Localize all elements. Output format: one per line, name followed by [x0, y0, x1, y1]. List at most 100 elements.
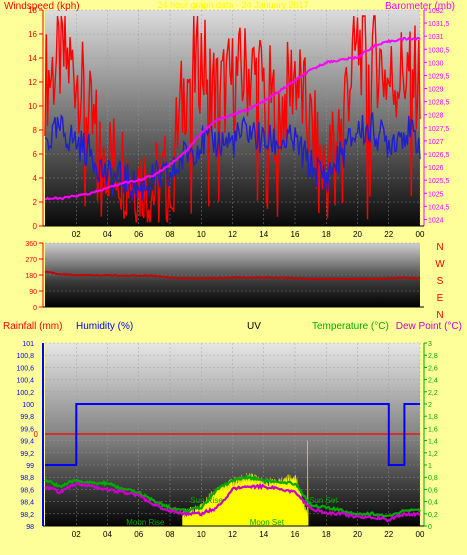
compass-label: N [436, 310, 443, 321]
weather-x-tick: 18 [322, 530, 331, 539]
direction-y-tick: 360 [25, 241, 37, 248]
direction-y-tick: 90 [29, 289, 37, 296]
wind-series [44, 15, 421, 223]
temperature-y-tick: 1,2 [428, 451, 438, 458]
pressure-y-tick: 1027,5 [428, 126, 450, 133]
temperature-y-tick: 2,2 [428, 390, 438, 397]
temperature-y-tick: 2 [428, 402, 432, 409]
uv-axis-title: UV [247, 321, 261, 332]
wind-x-tick: 06 [134, 230, 143, 239]
weather-x-tick: 14 [259, 530, 268, 539]
moon-rise-label: Moon Rise [126, 518, 165, 527]
humidity-y-tick: 100 [22, 402, 34, 409]
dew-point-line [44, 481, 421, 523]
humidity-y-tick: 100,6 [16, 365, 34, 372]
temperature-y-tick: 1 [428, 463, 432, 470]
wind-x-tick: 10 [197, 230, 206, 239]
pressure-y-tick: 1030,5 [428, 47, 450, 54]
temperature-y-tick: 0,4 [428, 500, 438, 507]
temperature-y-tick: 0,6 [428, 487, 438, 494]
weather-x-tick: 06 [134, 530, 143, 539]
wind-x-tick: 20 [353, 230, 362, 239]
pressure-y-tick: 1031,5 [428, 21, 450, 28]
temperature-y-tick: 1,8 [428, 414, 438, 421]
wind-x-tick: 02 [72, 230, 81, 239]
humidity-axis-title: Humidity (%) [76, 321, 133, 332]
temperature-axis-title: Temperature (°C) [312, 321, 389, 332]
wind-y-tick: 10 [28, 102, 37, 111]
humidity-y-tick: 99,4 [20, 439, 34, 446]
humidity-y-tick: 99,6 [20, 426, 34, 433]
wind-x-tick: 12 [228, 230, 237, 239]
weather-x-tick: 08 [166, 530, 175, 539]
pressure-y-tick: 1024,5 [428, 204, 450, 211]
wind-x-tick: 08 [166, 230, 175, 239]
wind-y-tick: 16 [28, 30, 37, 39]
pressure-y-tick: 1032 [428, 8, 444, 15]
compass-label: W [435, 259, 445, 270]
temperature-y-tick: 0 [428, 524, 432, 531]
pressure-y-tick: 1026 [428, 165, 444, 172]
wind-x-tick: 18 [322, 230, 331, 239]
pressure-y-tick: 1030 [428, 60, 444, 67]
direction-y-tick: 180 [25, 273, 37, 280]
humidity-y-tick: 100,8 [16, 353, 34, 360]
humidity-y-tick: 98,6 [20, 487, 34, 494]
humidity-y-tick: 100,2 [16, 390, 34, 397]
wind-y-tick: 18 [28, 6, 37, 15]
direction-y-tick: 270 [25, 257, 37, 264]
wind-y-tick: 14 [28, 54, 37, 63]
wind-x-tick: 04 [103, 230, 112, 239]
wind-y-tick: 8 [33, 126, 38, 135]
compass-label: N [436, 242, 443, 253]
pressure-y-tick: 1029 [428, 87, 444, 94]
wind-direction-line [44, 270, 421, 281]
pressure-y-tick: 1029,5 [428, 73, 450, 80]
compass-label: E [437, 293, 444, 304]
wind-x-tick: 00 [416, 230, 425, 239]
weather-x-tick: 20 [353, 530, 362, 539]
humidity-y-tick: 99 [26, 463, 34, 470]
pressure-axis-title: Barometer (mb) [385, 1, 455, 12]
compass-label: S [437, 276, 444, 287]
weather-x-tick: 02 [72, 530, 81, 539]
humidity-y-tick: 98 [26, 524, 34, 531]
weather-tick-labels: 9898,298,498,698,89999,299,499,699,81001… [16, 341, 437, 539]
pressure-y-tick: 1025,5 [428, 178, 450, 185]
weather-x-tick: 22 [384, 530, 393, 539]
wind-y-tick: 2 [33, 198, 38, 207]
pressure-y-tick: 1024 [428, 217, 444, 224]
pressure-line [44, 36, 421, 201]
wind-y-tick: 6 [33, 150, 38, 159]
chart-title: 24 hour graph data - 24 January 2017 [157, 0, 308, 10]
weather-x-tick: 16 [291, 530, 300, 539]
rainfall-axis-title: Rainfall (mm) [3, 321, 62, 332]
humidity-y-tick: 101 [22, 341, 34, 348]
temperature-line [44, 473, 421, 519]
wind-axis-title: Windspeed (kph) [4, 1, 80, 12]
temperature-y-tick: 2,4 [428, 378, 438, 385]
wind-y-tick: 0 [33, 222, 38, 231]
moon-set-label: Moon Set [250, 518, 285, 527]
wind-average-line [44, 112, 421, 202]
wind-y-tick: 12 [28, 78, 37, 87]
temperature-y-tick: 3 [428, 341, 432, 348]
wind-tick-labels: 02468101214161810241024,510251025,510261… [28, 6, 449, 239]
rainfall-zero-tick: 0 [34, 430, 39, 439]
temperature-y-tick: 2,8 [428, 353, 438, 360]
temperature-y-tick: 0,2 [428, 512, 438, 519]
pressure-y-tick: 1025 [428, 191, 444, 198]
temperature-y-tick: 2,6 [428, 365, 438, 372]
sun-set-label: Sun Set [309, 496, 338, 505]
pressure-y-tick: 1028 [428, 113, 444, 120]
weather-x-tick: 12 [228, 530, 237, 539]
weather-x-tick: 00 [416, 530, 425, 539]
pressure-y-tick: 1028,5 [428, 100, 450, 107]
wind-x-tick: 22 [384, 230, 393, 239]
humidity-y-tick: 98,2 [20, 512, 34, 519]
pressure-y-tick: 1027 [428, 139, 444, 146]
humidity-y-tick: 98,8 [20, 475, 34, 482]
direction-y-tick: 0 [33, 305, 37, 312]
